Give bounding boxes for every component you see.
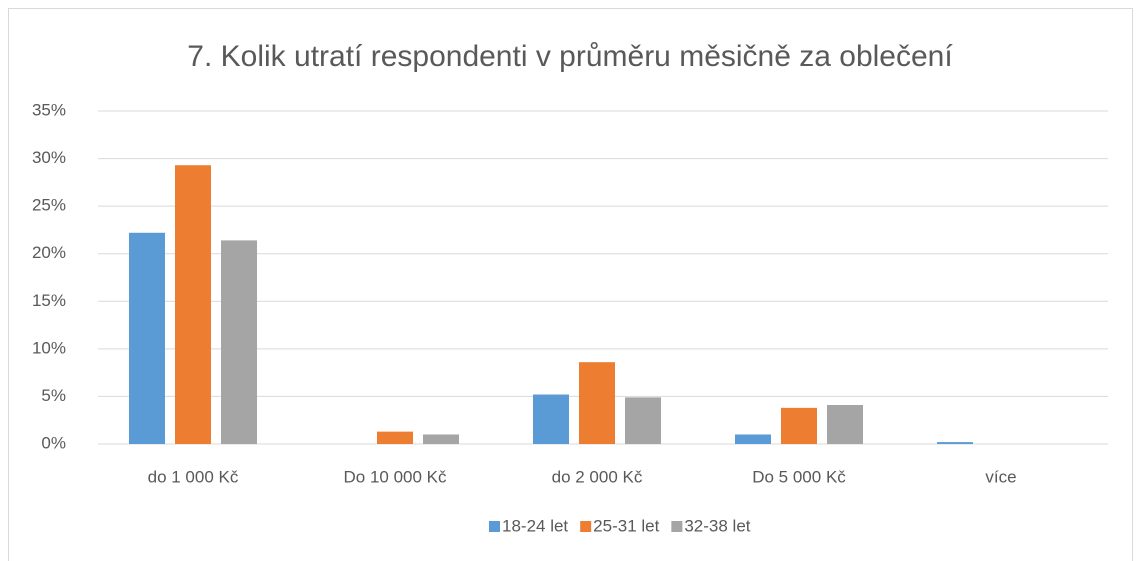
bar xyxy=(625,397,661,444)
bar xyxy=(735,434,771,444)
bar xyxy=(221,240,257,444)
y-tick-label: 30% xyxy=(32,148,66,167)
y-tick-label: 0% xyxy=(41,433,66,452)
bar xyxy=(937,442,973,444)
y-tick-label: 25% xyxy=(32,196,66,215)
y-tick-label: 10% xyxy=(32,338,66,357)
legend-label: 25-31 let xyxy=(593,516,659,535)
x-tick-label: do 1 000 Kč xyxy=(148,467,239,486)
bar xyxy=(533,394,569,444)
x-tick-label: více xyxy=(985,467,1016,486)
bar xyxy=(175,165,211,444)
bar xyxy=(129,232,165,444)
x-tick-label: Do 10 000 Kč xyxy=(343,467,447,486)
y-tick-label: 5% xyxy=(41,386,66,405)
bar xyxy=(423,434,459,444)
bar xyxy=(827,404,863,444)
bar xyxy=(781,407,817,444)
legend-swatch xyxy=(580,521,592,532)
bar xyxy=(377,431,413,444)
legend-label: 18-24 let xyxy=(502,516,568,535)
y-tick-label: 35% xyxy=(32,100,66,119)
legend-swatch xyxy=(489,521,500,532)
x-tick-label: Do 5 000 Kč xyxy=(752,467,846,486)
y-tick-label: 20% xyxy=(32,243,66,262)
x-tick-label: do 2 000 Kč xyxy=(552,467,643,486)
y-tick-label: 15% xyxy=(32,291,66,310)
legend-label: 32-38 let xyxy=(684,516,750,535)
legend-swatch xyxy=(671,521,683,532)
chart-border xyxy=(8,8,1133,561)
chart-title: 7. Kolik utratí respondenti v průměru mě… xyxy=(187,40,953,73)
bar xyxy=(579,362,615,444)
